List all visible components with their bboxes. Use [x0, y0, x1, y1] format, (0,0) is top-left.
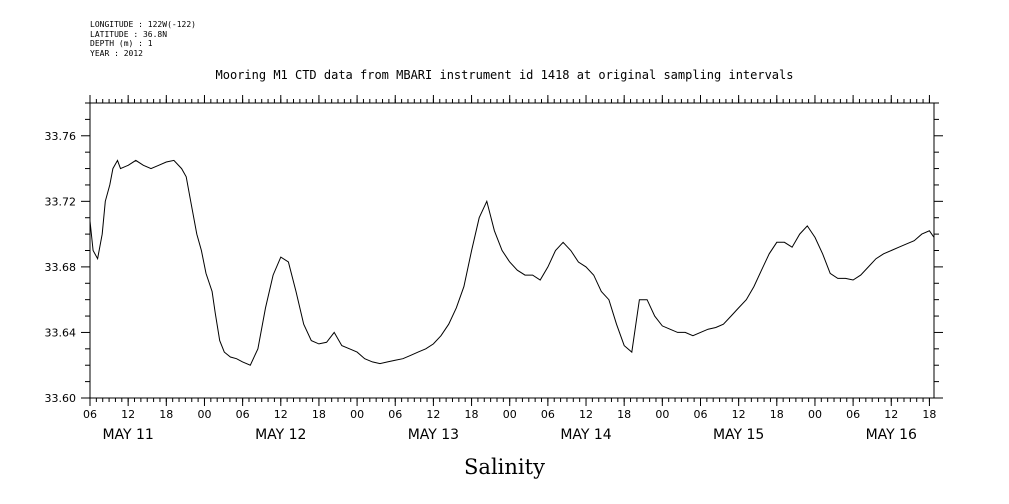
x-tick-label: 12 [274, 408, 288, 421]
x-tick-label: 12 [884, 408, 898, 421]
x-tick-label: 00 [808, 408, 822, 421]
y-tick-label: 33.68 [45, 261, 77, 274]
y-tick-label: 33.60 [45, 392, 77, 405]
chart-title: Mooring M1 CTD data from MBARI instrumen… [215, 68, 794, 82]
longitude-text: LONGITUDE : 122W(-122) [90, 20, 196, 29]
x-tick-label: 18 [465, 408, 479, 421]
x-tick-label: 06 [541, 408, 555, 421]
x-tick-label: 00 [503, 408, 517, 421]
x-axis-title: Salinity [464, 455, 545, 479]
salinity-series-line [89, 159, 935, 366]
latitude-text: LATITUDE : 36.8N [90, 29, 168, 39]
x-tick-label: 18 [617, 408, 631, 421]
x-tick-label: 06 [83, 408, 97, 421]
x-tick-label: 00 [197, 408, 211, 421]
plot-frame [89, 102, 935, 399]
x-day-label: MAY 15 [713, 427, 764, 443]
x-tick-label: 00 [655, 408, 669, 421]
x-tick-label: 12 [579, 408, 593, 421]
x-tick-label: 06 [693, 408, 707, 421]
x-tick-label: 18 [922, 408, 936, 421]
depth-text: DEPTH (m) : 1 [90, 39, 153, 48]
x-tick-label: 06 [236, 408, 250, 421]
y-tick-label: 33.64 [45, 326, 77, 339]
station-info: LONGITUDE : 122W(-122) LATITUDE : 36.8N … [90, 20, 196, 58]
x-day-label: MAY 12 [255, 427, 306, 443]
x-tick-label: 12 [426, 408, 440, 421]
x-tick-label: 00 [350, 408, 364, 421]
x-tick-label: 18 [159, 408, 173, 421]
x-tick-label: 18 [312, 408, 326, 421]
y-tick-label: 33.72 [45, 195, 77, 208]
x-tick-label: 06 [846, 408, 860, 421]
x-tick-label: 06 [388, 408, 402, 421]
year-text: YEAR : 2012 [90, 48, 143, 58]
x-day-label: MAY 11 [102, 427, 153, 443]
x-day-label: MAY 14 [560, 427, 611, 443]
y-tick-label: 33.76 [45, 130, 77, 143]
x-tick-label: 12 [121, 408, 135, 421]
x-tick-label: 18 [770, 408, 784, 421]
x-tick-label: 12 [732, 408, 746, 421]
x-day-label: MAY 16 [866, 427, 917, 443]
x-day-label: MAY 13 [408, 427, 459, 443]
